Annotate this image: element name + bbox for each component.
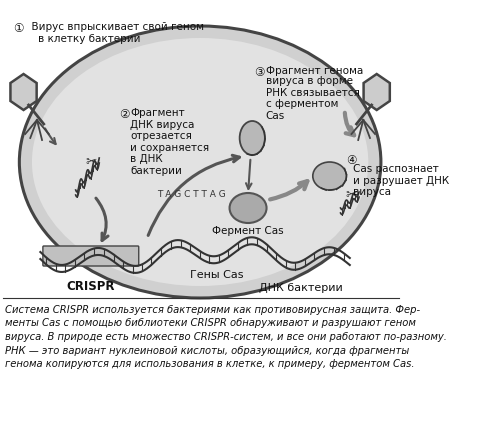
Text: ④: ④	[346, 154, 357, 167]
Text: T A G C T T A G: T A G C T T A G	[157, 190, 226, 198]
Text: Гены Cas: Гены Cas	[190, 270, 244, 280]
Ellipse shape	[19, 26, 381, 298]
Ellipse shape	[239, 121, 265, 155]
Text: CRISPR: CRISPR	[66, 280, 115, 293]
Text: Фрагмент генома: Фрагмент генома	[266, 66, 363, 76]
Ellipse shape	[229, 193, 267, 223]
Text: генома копируются для использования в клетке, к примеру, ферментом Cas.: генома копируются для использования в кл…	[5, 359, 414, 369]
Polygon shape	[364, 74, 390, 110]
FancyBboxPatch shape	[43, 246, 139, 266]
Text: Фрагмент
ДНК вируса
отрезается
и сохраняется
в ДНК
бактерии: Фрагмент ДНК вируса отрезается и сохраня…	[130, 108, 209, 176]
Text: менты Cas с помощью библиотеки CRISPR обнаруживают и разрушают геном: менты Cas с помощью библиотеки CRISPR об…	[5, 319, 416, 329]
Text: ②: ②	[119, 108, 130, 121]
Text: ✂: ✂	[85, 155, 97, 169]
Ellipse shape	[32, 38, 368, 286]
Text: Фермент Cas: Фермент Cas	[212, 226, 284, 236]
Text: Cas распознает
и разрушает ДНК
вируса: Cas распознает и разрушает ДНК вируса	[353, 164, 449, 197]
Ellipse shape	[313, 162, 347, 190]
Text: ①: ①	[13, 22, 24, 35]
Text: ДНК бактерии: ДНК бактерии	[259, 283, 343, 293]
Text: ✂: ✂	[346, 188, 357, 202]
Text: Система CRISPR используется бактериями как противовирусная защита. Фер-: Система CRISPR используется бактериями к…	[5, 305, 420, 315]
Text: РНК — это вариант нуклеиновой кислоты, образующийся, когда фрагменты: РНК — это вариант нуклеиновой кислоты, о…	[5, 346, 409, 355]
Text: вируса в форме
РНК связывается
с ферментом
Cas: вируса в форме РНК связывается с фермент…	[266, 76, 359, 121]
Text: Вирус впрыскивает свой геном
    в клетку бактерии: Вирус впрыскивает свой геном в клетку ба…	[25, 22, 204, 43]
Text: ③: ③	[254, 66, 264, 79]
Polygon shape	[11, 74, 37, 110]
Text: вируса. В природе есть множество CRISPR-систем, и все они работают по-разному.: вируса. В природе есть множество CRISPR-…	[5, 332, 447, 342]
